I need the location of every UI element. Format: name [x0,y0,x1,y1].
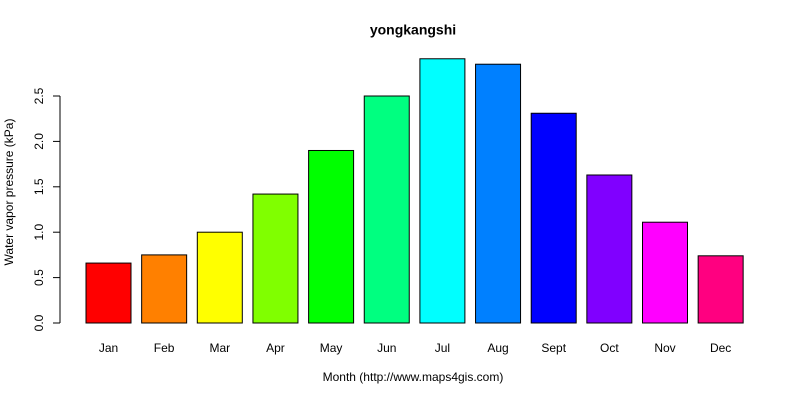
y-tick-label: 1.0 [32,224,46,241]
x-tick-label: Mar [209,341,230,355]
bar [642,221,688,324]
chart-title: yongkangshi [370,22,456,38]
x-tick-label: May [320,341,343,355]
x-tick-label: Jan [99,341,118,355]
x-tick-label: Sept [541,341,566,355]
bar [196,231,243,324]
bar [363,95,410,324]
bar [586,174,633,324]
x-tick-label: Nov [654,341,675,355]
bar [252,193,299,324]
bar [308,149,355,324]
y-tick-label: 1.5 [32,178,46,195]
y-axis-label: Water vapor pressure (kPa) [2,119,16,266]
y-tick-label: 0.0 [32,314,46,331]
y-tick-label: 2.5 [32,87,46,104]
x-tick-label: Jun [377,341,396,355]
bar [419,58,466,324]
bar [475,63,522,324]
bar [85,262,132,324]
bar [697,255,744,324]
x-tick-label: Feb [154,341,175,355]
x-tick-label: Jul [435,341,450,355]
x-tick-label: Aug [487,341,508,355]
bar [530,112,577,324]
x-tick-label: Oct [600,341,619,355]
x-axis-label: Month (http://www.maps4gis.com) [323,370,504,384]
x-tick-label: Dec [710,341,731,355]
y-tick-label: 2.0 [32,133,46,150]
bar [141,254,188,324]
y-tick-label: 0.5 [32,269,46,286]
x-tick-label: Apr [266,341,285,355]
